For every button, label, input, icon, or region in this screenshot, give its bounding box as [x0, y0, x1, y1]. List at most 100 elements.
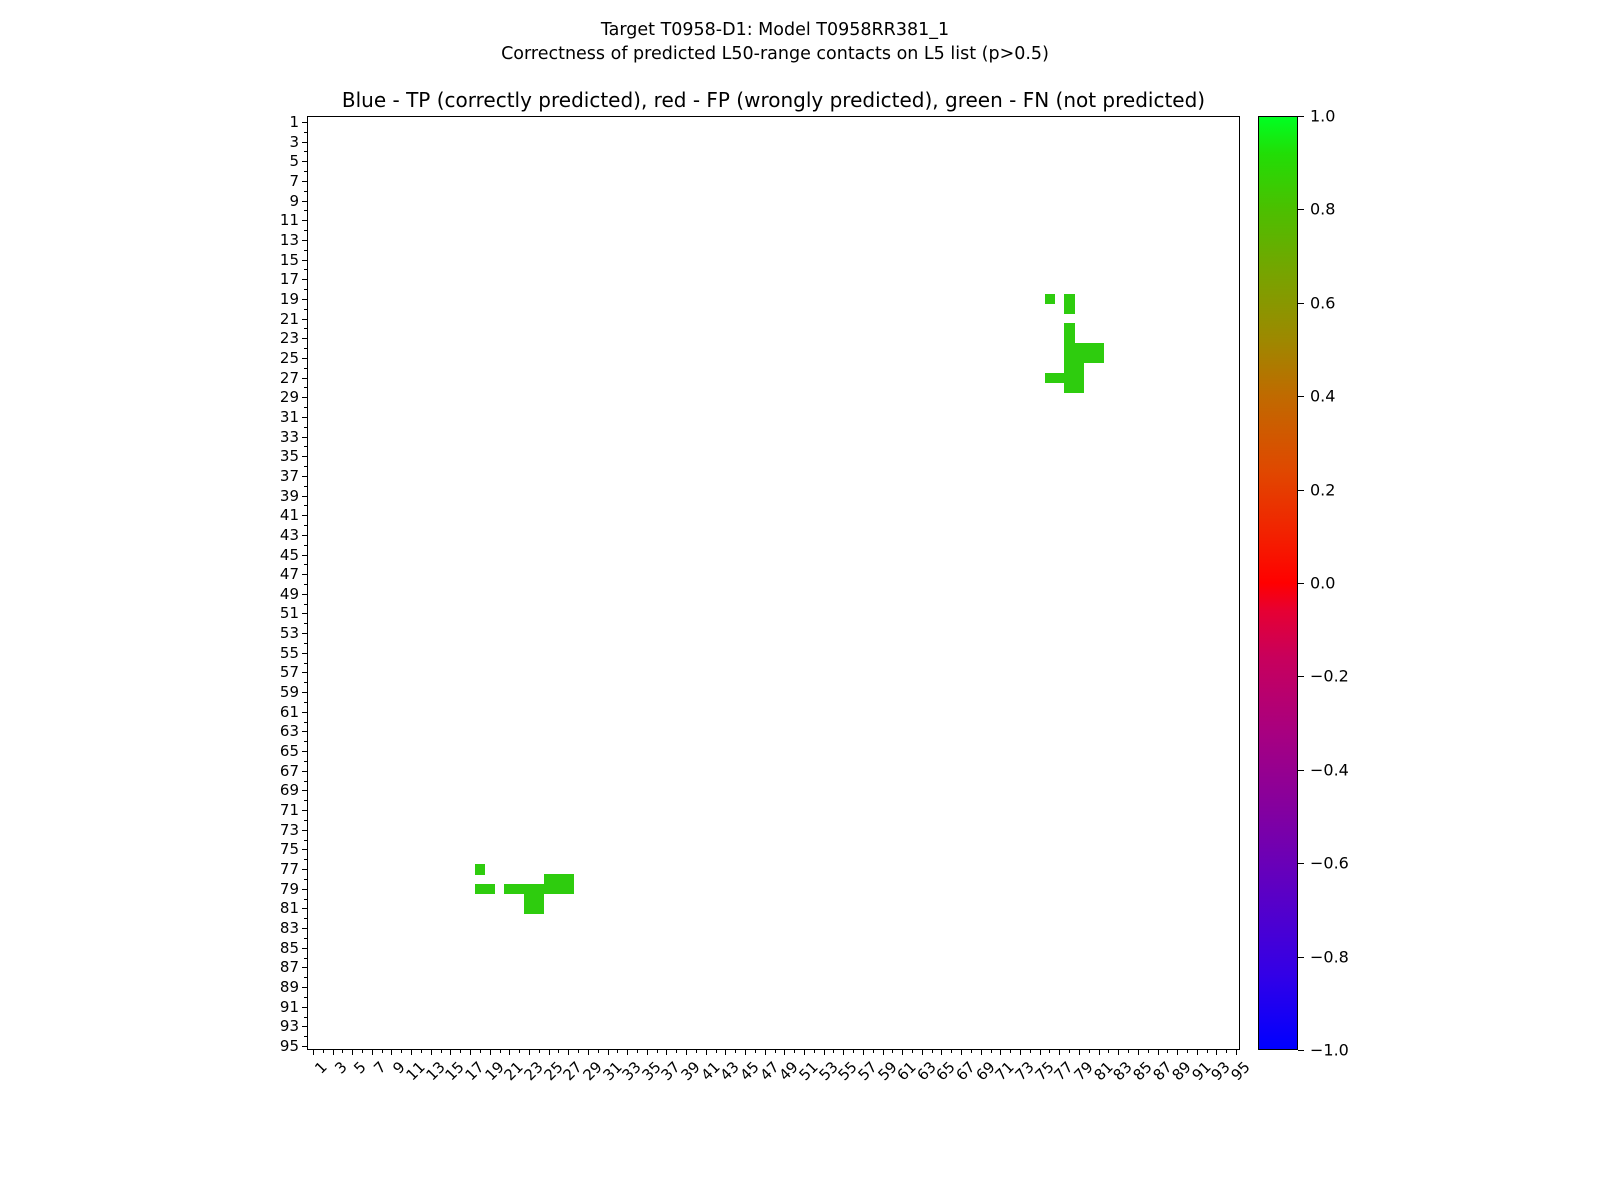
y-tick: [304, 996, 308, 998]
contact-cell: [1064, 293, 1075, 305]
x-tick: [479, 1049, 481, 1053]
y-tick: [304, 269, 308, 271]
figure-title-line-2: Correctness of predicted L50-range conta…: [501, 44, 1049, 64]
x-tick: [656, 1049, 658, 1053]
x-tick: [902, 1049, 904, 1055]
colorbar-tick: [1298, 116, 1304, 117]
y-tick-label: 37: [279, 466, 299, 485]
contact-cell: [533, 883, 545, 895]
y-tick: [302, 1046, 308, 1048]
x-tick: [725, 1049, 727, 1055]
y-tick: [302, 829, 308, 831]
y-tick: [302, 593, 308, 595]
x-tick: [745, 1049, 747, 1055]
x-tick: [833, 1049, 835, 1053]
x-tick: [1049, 1049, 1051, 1053]
y-tick: [304, 131, 308, 133]
x-tick: [764, 1049, 766, 1055]
x-tick: [627, 1049, 629, 1055]
contact-cell: [1074, 343, 1085, 354]
y-tick-label: 79: [279, 879, 299, 898]
y-tick: [302, 318, 308, 320]
y-tick: [302, 849, 308, 851]
y-tick-label: 61: [279, 702, 299, 721]
y-tick: [302, 534, 308, 536]
x-tick: [1078, 1049, 1080, 1055]
y-tick: [304, 387, 308, 389]
x-tick: [1196, 1049, 1198, 1055]
contact-cell: [1064, 333, 1075, 344]
x-tick: [1147, 1049, 1149, 1053]
y-tick: [302, 574, 308, 576]
y-tick: [302, 987, 308, 989]
x-tick: [823, 1049, 825, 1055]
contact-cell: [504, 883, 515, 895]
x-tick: [1069, 1049, 1071, 1053]
y-tick: [302, 928, 308, 930]
x-tick: [1039, 1049, 1041, 1055]
y-tick: [304, 721, 308, 723]
y-tick: [302, 279, 308, 281]
x-tick: [990, 1049, 992, 1053]
contact-cell: [533, 903, 545, 914]
y-tick-label: 19: [279, 289, 299, 308]
colorbar-tick: [1298, 583, 1304, 584]
y-tick: [304, 603, 308, 605]
y-tick: [302, 456, 308, 458]
x-tick: [1020, 1049, 1022, 1055]
y-tick: [302, 1006, 308, 1008]
y-tick: [304, 1016, 308, 1018]
contact-map-plot-area[interactable]: 1 3 5 7 9 11 13 15 17 19 21 23 25 27 29 31 33 35 37 39 41 43 4…: [280, 113, 1254, 1084]
x-tick: [1157, 1049, 1159, 1055]
x-tick: [715, 1049, 717, 1053]
y-tick: [304, 584, 308, 585]
y-tick-label: 67: [279, 761, 299, 780]
x-tick: [686, 1049, 688, 1055]
y-tick: [304, 426, 308, 428]
y-tick: [302, 200, 308, 202]
y-tick: [302, 692, 308, 694]
y-tick: [302, 554, 308, 556]
contact-cell: [1074, 372, 1085, 384]
y-tick-label: 63: [279, 722, 299, 741]
colorbar[interactable]: 1.0 0.8 0.6 0.4 0.2 0.0 −0.2 −0.4 −0.6 −0.8 −1.0: [1258, 107, 1349, 1060]
x-tick: [1000, 1049, 1002, 1055]
y-tick: [302, 790, 308, 792]
y-tick: [302, 121, 308, 123]
y-tick: [304, 564, 308, 566]
y-tick: [304, 505, 308, 507]
y-tick-label: 81: [279, 899, 299, 918]
x-tick: [646, 1049, 648, 1055]
y-tick: [304, 485, 308, 487]
contact-cell: [1083, 343, 1095, 354]
x-tick: [1118, 1049, 1120, 1055]
colorbar-tick-label: 0.4: [1310, 386, 1336, 406]
contact-cell: [524, 893, 535, 905]
x-tick: [371, 1049, 373, 1055]
y-tick-label: 87: [279, 958, 299, 977]
y-tick-label: 15: [279, 250, 299, 269]
contact-cell: [1064, 372, 1075, 384]
colorbar-tick-label: −0.2: [1310, 666, 1349, 686]
y-tick: [304, 642, 308, 644]
x-tick: [558, 1049, 560, 1053]
contact-cell: [1064, 303, 1075, 315]
x-tick: [1186, 1049, 1188, 1053]
contact-cell: [1064, 352, 1075, 364]
x-tick: [813, 1049, 815, 1053]
y-tick: [302, 967, 308, 969]
x-tick: [548, 1049, 550, 1055]
y-tick: [304, 898, 308, 900]
y-tick: [304, 367, 308, 369]
y-tick: [304, 741, 308, 743]
colorbar-tick-label: −0.6: [1310, 853, 1349, 873]
colorbar-gradient: [1258, 116, 1298, 1050]
x-tick: [774, 1049, 776, 1053]
y-tick: [302, 259, 308, 261]
y-tick: [302, 161, 308, 163]
x-tick: [735, 1049, 737, 1053]
colorbar-tick: [1298, 676, 1304, 678]
x-tick: [872, 1049, 874, 1053]
x-tick: [1108, 1049, 1110, 1053]
x-tick: [637, 1049, 638, 1053]
